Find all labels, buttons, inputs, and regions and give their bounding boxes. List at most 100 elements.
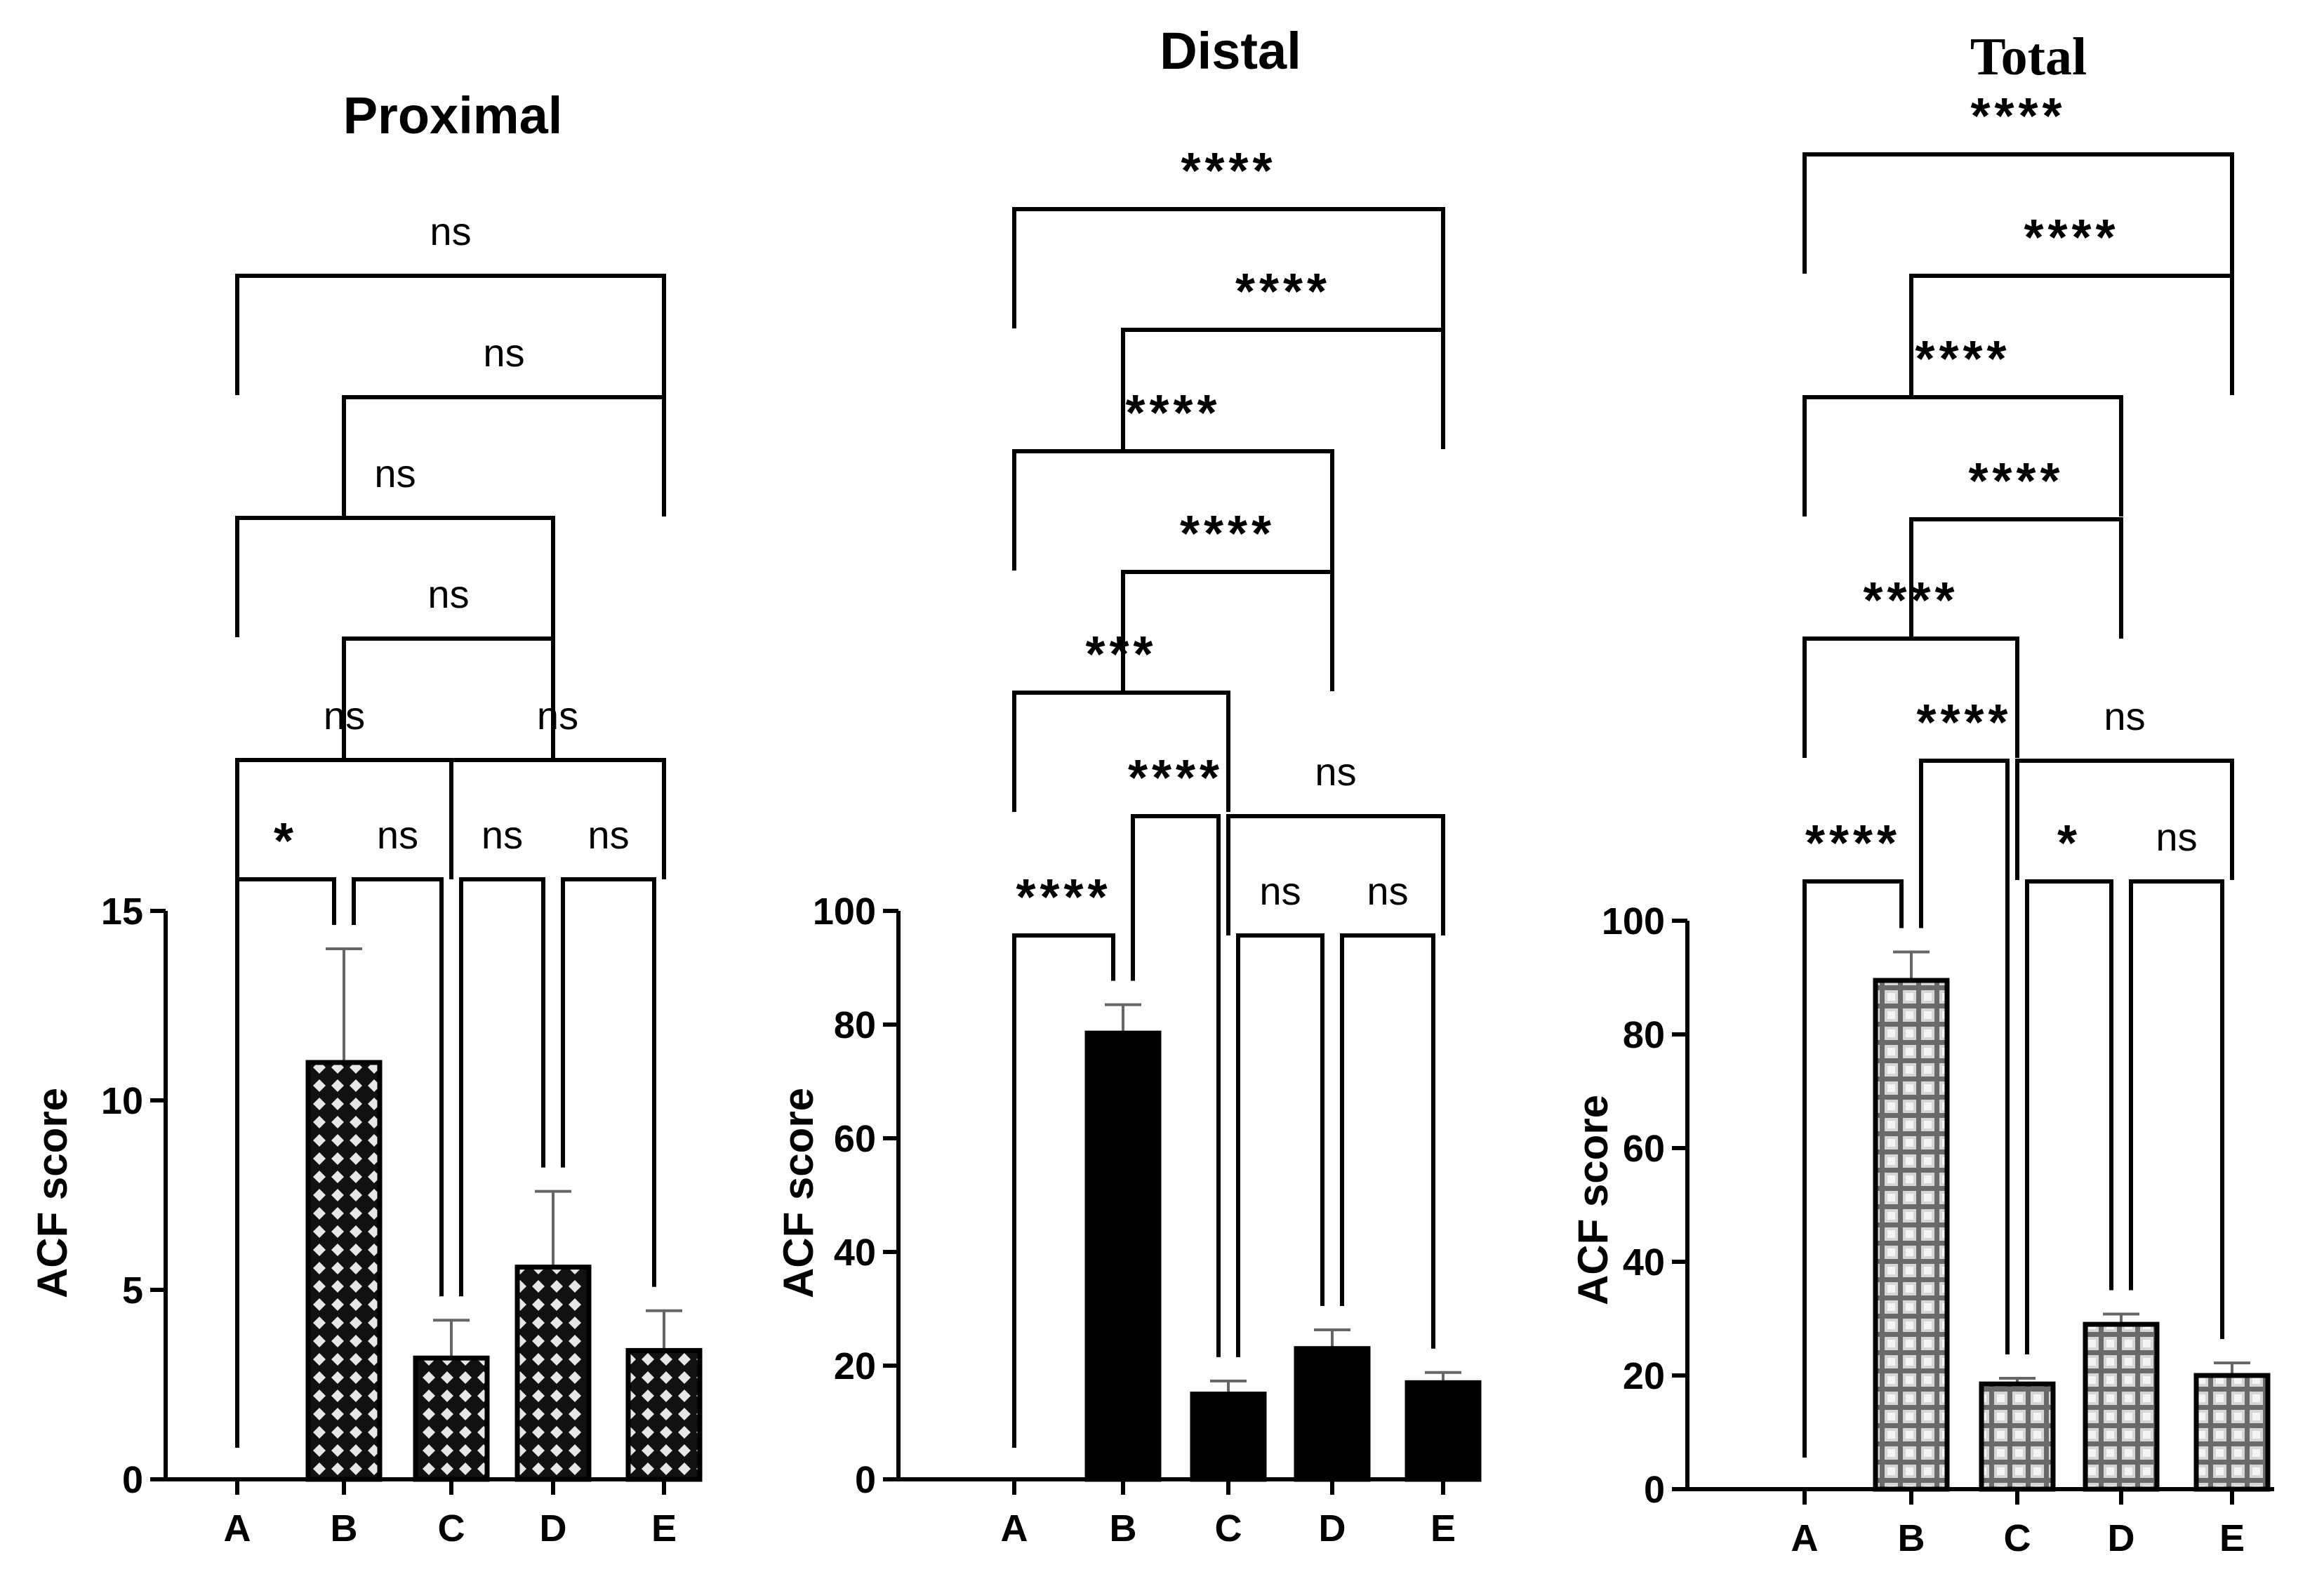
significance-label: ns: [1367, 869, 1408, 913]
chart-title: Proximal: [343, 86, 563, 145]
significance-bracket: [342, 395, 666, 517]
significance-bracket: [1340, 933, 1435, 1349]
bar: [1979, 1381, 2056, 1492]
y-tick-label: 10: [101, 1080, 143, 1122]
significance-label: ****: [1970, 88, 2066, 145]
y-tick-label: 20: [1623, 1355, 1665, 1397]
bar: [1190, 1392, 1267, 1482]
significance-label: ****: [1916, 695, 2012, 751]
y-tick-label: 0: [122, 1459, 143, 1501]
significance-label: ****: [1181, 143, 1276, 199]
x-tick-label: D: [2108, 1517, 2135, 1559]
significance-bracket: [1802, 395, 2123, 517]
bar: [625, 1347, 703, 1482]
significance-label: ns: [377, 813, 418, 857]
chart-title: Distal: [1160, 22, 1301, 80]
chart-title: Total: [1970, 27, 2087, 86]
significance-bracket: [1802, 152, 2234, 274]
significance-label: *: [274, 813, 298, 869]
significance-label: ****: [1915, 331, 2010, 387]
x-tick-label: A: [1791, 1517, 1819, 1559]
x-tick-label: E: [651, 1507, 677, 1550]
y-tick-label: 15: [101, 891, 143, 933]
significance-label: ****: [1180, 506, 1275, 562]
significance-bracket: [1226, 814, 1445, 935]
y-tick-label: 100: [1602, 900, 1665, 942]
significance-bracket: [1919, 759, 2010, 1355]
significance-bracket: [1131, 814, 1221, 1357]
bar: [2193, 1373, 2271, 1492]
x-tick-label: C: [438, 1507, 465, 1550]
bar: [305, 1060, 383, 1482]
y-tick-label: 60: [1623, 1128, 1665, 1170]
significance-label: ns: [2104, 694, 2145, 738]
y-tick-label: 80: [1623, 1014, 1665, 1056]
significance-label: ns: [483, 331, 524, 375]
significance-bracket: [1236, 933, 1324, 1357]
significance-bracket: [235, 274, 666, 395]
bar: [2083, 1321, 2160, 1492]
significance-label: ****: [1125, 385, 1221, 441]
significance-bracket: [2025, 879, 2113, 1355]
x-tick-label: C: [1215, 1507, 1242, 1550]
bar: [514, 1265, 592, 1482]
x-tick-label: A: [1001, 1507, 1028, 1550]
bar: [1294, 1346, 1371, 1482]
significance-bracket: [235, 877, 336, 1448]
significance-bracket: [1012, 449, 1334, 571]
significance-label: ****: [2024, 210, 2119, 266]
significance-bracket: [1802, 879, 1904, 1458]
y-tick-label: 80: [834, 1004, 876, 1046]
significance-label: ns: [1259, 869, 1301, 913]
significance-label: ****: [1968, 453, 2064, 509]
y-axis-label: ACF score: [29, 1088, 76, 1298]
panel-distal: Distal ACF score 0 20 40 60 80 100 A B C D E **** ns ns…: [775, 22, 1482, 1550]
x-tick-label: B: [331, 1507, 358, 1550]
significance-bracket: [2015, 759, 2234, 880]
significance-bracket: [1012, 933, 1115, 1448]
y-tick-label: 0: [1644, 1469, 1665, 1511]
y-tick-label: 100: [813, 891, 876, 933]
y-axis-label: ACF score: [1569, 1095, 1616, 1305]
x-tick-label: D: [1319, 1507, 1346, 1550]
bar: [413, 1355, 490, 1482]
significance-bracket: [459, 877, 545, 1297]
y-tick-label: 40: [1623, 1241, 1665, 1284]
significance-bracket: [235, 758, 453, 879]
significance-bracket: [1909, 517, 2123, 639]
significance-bracket: [1012, 207, 1445, 328]
x-tick-label: B: [1110, 1507, 1137, 1550]
significance-bracket: [1121, 328, 1445, 449]
y-tick-label: 0: [855, 1459, 876, 1501]
x-tick-label: C: [2004, 1517, 2031, 1559]
significance-label: ns: [430, 209, 471, 253]
x-tick-label: B: [1898, 1517, 1925, 1559]
significance-bracket: [2129, 879, 2224, 1340]
significance-label: ****: [1128, 750, 1223, 806]
significance-bracket: [561, 877, 656, 1287]
significance-bracket: [1909, 274, 2234, 395]
significance-label: ****: [1863, 573, 1958, 629]
x-tick-label: D: [540, 1507, 567, 1550]
bar: [1873, 978, 1950, 1492]
significance-label: ns: [374, 451, 416, 495]
y-axis-label: ACF score: [775, 1088, 822, 1298]
x-tick-label: A: [224, 1507, 251, 1550]
bar: [1405, 1380, 1482, 1482]
significance-label: ****: [1235, 264, 1331, 320]
significance-label: ****: [1016, 869, 1111, 926]
y-tick-label: 5: [122, 1270, 143, 1312]
y-tick-label: 40: [834, 1232, 876, 1274]
significance-label: ****: [1805, 815, 1901, 872]
significance-bracket: [449, 758, 666, 879]
bar: [1084, 1030, 1162, 1482]
y-tick-label: 60: [834, 1118, 876, 1160]
significance-bracket: [342, 637, 555, 758]
y-tick-label: 20: [834, 1345, 876, 1387]
significance-label: ns: [537, 693, 578, 738]
significance-bracket: [1012, 691, 1230, 812]
x-tick-label: E: [2219, 1517, 2245, 1559]
significance-bracket: [352, 877, 444, 1297]
